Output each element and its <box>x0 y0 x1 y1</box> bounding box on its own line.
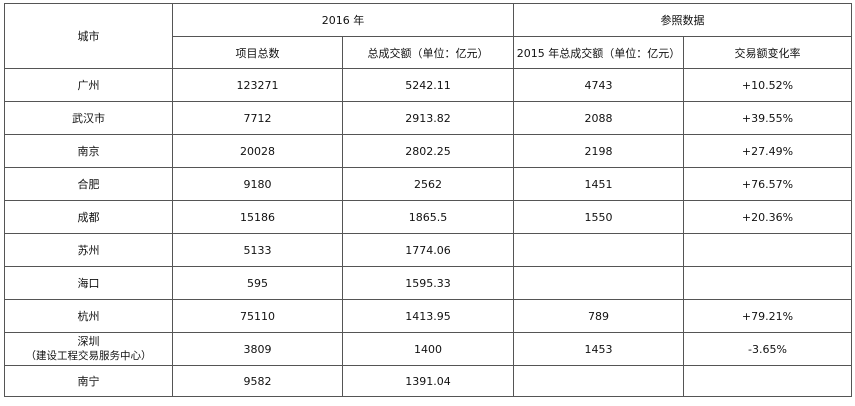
projects-cell: 123271 <box>172 68 343 102</box>
city-cell: 广州 <box>4 68 173 102</box>
change-cell: +10.52% <box>683 68 852 102</box>
city-cell: 杭州 <box>4 299 173 333</box>
table-row: 苏州 5133 1774.06 <box>4 233 852 267</box>
change-cell: +20.36% <box>683 200 852 234</box>
table-row: 杭州 75110 1413.95 789 +79.21% <box>4 299 852 333</box>
projects-cell: 15186 <box>172 200 343 234</box>
projects-cell: 9180 <box>172 167 343 201</box>
prev-cell: 2088 <box>513 101 684 135</box>
prev-cell: 1453 <box>513 332 684 366</box>
total-cell: 1774.06 <box>342 233 514 267</box>
city-cell: 合肥 <box>4 167 173 201</box>
projects-cell: 3809 <box>172 332 343 366</box>
projects-cell: 5133 <box>172 233 343 267</box>
total-cell: 2802.25 <box>342 134 514 168</box>
total-cell: 2913.82 <box>342 101 514 135</box>
projects-cell: 9582 <box>172 365 343 397</box>
header-change-rate: 交易额变化率 <box>683 36 852 69</box>
change-cell: +79.21% <box>683 299 852 333</box>
transaction-table: 城市 2016 年 参照数据 项目总数 总成交额（单位：亿元） 2015 年总成… <box>4 3 852 397</box>
total-cell: 5242.11 <box>342 68 514 102</box>
change-cell: -3.65% <box>683 332 852 366</box>
change-cell: +76.57% <box>683 167 852 201</box>
projects-cell: 75110 <box>172 299 343 333</box>
change-cell: +39.55% <box>683 101 852 135</box>
projects-cell: 7712 <box>172 101 343 135</box>
prev-cell: 2198 <box>513 134 684 168</box>
prev-cell <box>513 266 684 300</box>
header-row-bottom: 项目总数 总成交额（单位：亿元） 2015 年总成交额（单位：亿元） 交易额变化… <box>5 36 852 69</box>
header-row-top: 城市 2016 年 参照数据 <box>4 3 852 69</box>
table-row: 南宁 9582 1391.04 <box>4 365 852 397</box>
city-cell: 南宁 <box>4 365 173 397</box>
change-cell: +27.49% <box>683 134 852 168</box>
total-cell: 1595.33 <box>342 266 514 300</box>
prev-cell <box>513 365 684 397</box>
header-value-2015: 2015 年总成交额（单位：亿元） <box>513 36 684 69</box>
city-cell: 深圳 （建设工程交易服务中心） <box>4 332 173 366</box>
table-row: 南京 20028 2802.25 2198 +27.49% <box>4 134 852 168</box>
header-total-value: 总成交额（单位：亿元） <box>342 36 514 69</box>
projects-cell: 595 <box>172 266 343 300</box>
prev-cell: 789 <box>513 299 684 333</box>
total-cell: 2562 <box>342 167 514 201</box>
change-cell <box>683 266 852 300</box>
table-row: 成都 15186 1865.5 1550 +20.36% <box>4 200 852 234</box>
table-row: 武汉市 7712 2913.82 2088 +39.55% <box>4 101 852 135</box>
prev-cell <box>513 233 684 267</box>
change-cell <box>683 233 852 267</box>
city-cell: 苏州 <box>4 233 173 267</box>
projects-cell: 20028 <box>172 134 343 168</box>
header-project-total: 项目总数 <box>172 36 343 69</box>
change-cell <box>683 365 852 397</box>
header-year-2016: 2016 年 <box>172 3 514 37</box>
city-subtitle: （建设工程交易服务中心） <box>25 350 152 362</box>
total-cell: 1400 <box>342 332 514 366</box>
city-cell: 成都 <box>4 200 173 234</box>
city-name: 深圳 <box>77 335 100 348</box>
total-cell: 1865.5 <box>342 200 514 234</box>
prev-cell: 1451 <box>513 167 684 201</box>
table-row: 海口 595 1595.33 <box>4 266 852 300</box>
header-city: 城市 <box>4 3 173 69</box>
city-cell: 武汉市 <box>4 101 173 135</box>
city-cell: 南京 <box>4 134 173 168</box>
city-cell: 海口 <box>4 266 173 300</box>
total-cell: 1413.95 <box>342 299 514 333</box>
prev-cell: 1550 <box>513 200 684 234</box>
table-row: 合肥 9180 2562 1451 +76.57% <box>4 167 852 201</box>
total-cell: 1391.04 <box>342 365 514 397</box>
table-row: 广州 123271 5242.11 4743 +10.52% <box>4 68 852 102</box>
header-reference-data: 参照数据 <box>513 3 852 37</box>
prev-cell: 4743 <box>513 68 684 102</box>
table-row: 深圳 （建设工程交易服务中心） 3809 1400 1453 -3.65% <box>4 332 852 366</box>
